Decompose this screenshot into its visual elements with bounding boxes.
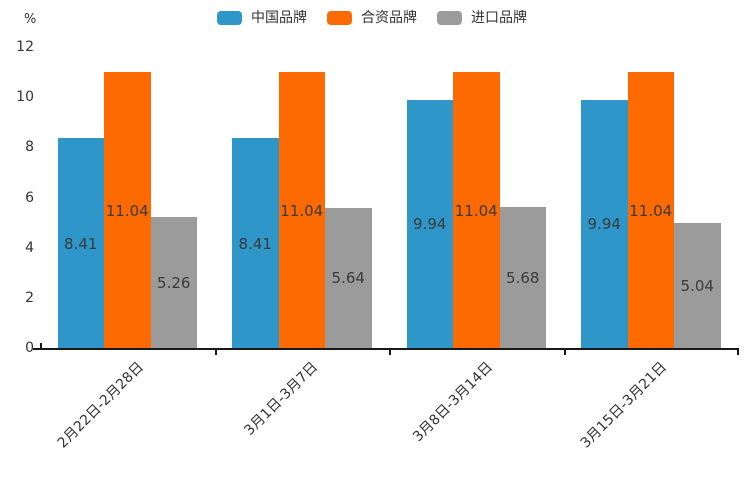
y-axis-tick-label: 4 bbox=[25, 239, 34, 256]
bar-合资品牌-2 bbox=[278, 72, 325, 349]
bar-中国品牌-1 bbox=[57, 138, 104, 349]
bar-value-label: 9.94 bbox=[413, 215, 447, 234]
legend-item-label: 进口品牌 bbox=[471, 10, 527, 26]
legend-swatch-icon bbox=[327, 11, 352, 25]
bar-value-label: 11.04 bbox=[629, 201, 673, 220]
bar-进口品牌-4 bbox=[674, 222, 721, 349]
bar-value-label: 8.41 bbox=[64, 234, 98, 253]
y-axis-tick-label: 12 bbox=[16, 39, 34, 55]
bar-value-label: 11.04 bbox=[280, 201, 324, 220]
x-axis-category-label: 3月15日-3月21日 bbox=[577, 359, 671, 452]
legend-item-1[interactable]: 中国品牌 bbox=[217, 8, 307, 28]
legend-item-label: 中国品牌 bbox=[251, 10, 307, 26]
bar-进口品牌-1 bbox=[150, 217, 197, 349]
bar-value-label: 11.04 bbox=[454, 201, 498, 220]
legend-item-2[interactable]: 合资品牌 bbox=[327, 8, 417, 28]
bar-进口品牌-3 bbox=[499, 206, 546, 349]
x-axis-tick bbox=[40, 343, 42, 348]
y-axis-tick-label: 8 bbox=[25, 139, 34, 156]
x-axis-category-label: 3月1日-3月7日 bbox=[241, 359, 322, 439]
chart-legend: 中国品牌 合资品牌 进口品牌 bbox=[0, 8, 744, 28]
y-axis-tick-label: 6 bbox=[25, 189, 34, 206]
y-axis-tick-label: 0 bbox=[25, 340, 34, 356]
bar-value-label: 5.68 bbox=[506, 268, 540, 287]
legend-item-label: 合资品牌 bbox=[361, 10, 417, 26]
bar-合资品牌-4 bbox=[627, 72, 674, 349]
x-axis-category-label: 3月8日-3月14日 bbox=[409, 359, 496, 446]
bar-中国品牌-3 bbox=[406, 99, 453, 349]
legend-swatch-icon bbox=[437, 11, 462, 25]
bar-中国品牌-4 bbox=[581, 99, 628, 349]
x-axis-tick bbox=[564, 350, 566, 355]
x-axis-tick bbox=[389, 350, 391, 355]
bar-value-label: 5.26 bbox=[157, 274, 191, 293]
y-axis-tick-label: 2 bbox=[25, 289, 34, 306]
bar-value-label: 5.04 bbox=[680, 276, 714, 295]
y-axis-unit-label: % bbox=[24, 12, 37, 27]
bar-合资品牌-1 bbox=[104, 72, 151, 349]
bar-value-label: 11.04 bbox=[105, 201, 149, 220]
bar-value-label: 5.64 bbox=[331, 269, 365, 288]
bar-进口品牌-2 bbox=[325, 207, 372, 349]
bar-value-label: 9.94 bbox=[587, 215, 621, 234]
x-axis-tick bbox=[737, 350, 739, 355]
y-axis-tick-label: 10 bbox=[16, 89, 34, 106]
bar-合资品牌-3 bbox=[453, 72, 500, 349]
x-axis-category-label: 2月22日-2月28日 bbox=[54, 359, 147, 452]
legend-item-3[interactable]: 进口品牌 bbox=[437, 8, 527, 28]
bar-value-label: 8.41 bbox=[238, 234, 272, 253]
legend-swatch-icon bbox=[217, 11, 242, 25]
x-axis-line bbox=[33, 348, 739, 350]
x-axis-tick bbox=[215, 350, 217, 355]
bar-中国品牌-2 bbox=[232, 138, 279, 349]
